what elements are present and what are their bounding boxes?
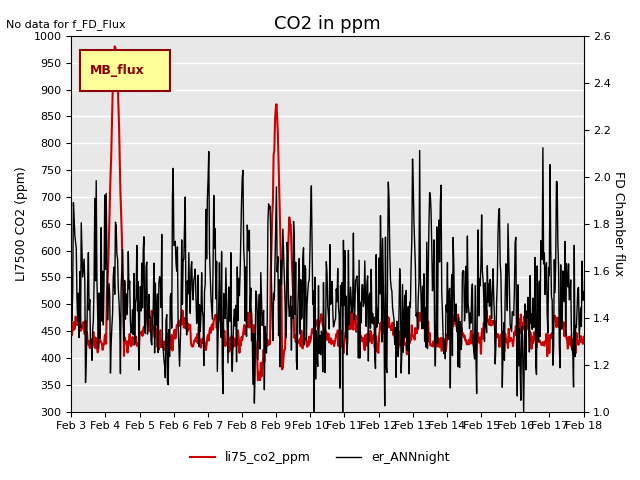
Title: CO2 in ppm: CO2 in ppm (274, 15, 381, 33)
Text: No data for f_FD_Flux: No data for f_FD_Flux (6, 19, 126, 30)
Text: MB_flux: MB_flux (90, 64, 145, 77)
Legend: li75_co2_ppm, er_ANNnight: li75_co2_ppm, er_ANNnight (186, 446, 454, 469)
Y-axis label: FD Chamber flux: FD Chamber flux (612, 171, 625, 276)
Y-axis label: LI7500 CO2 (ppm): LI7500 CO2 (ppm) (15, 167, 28, 281)
